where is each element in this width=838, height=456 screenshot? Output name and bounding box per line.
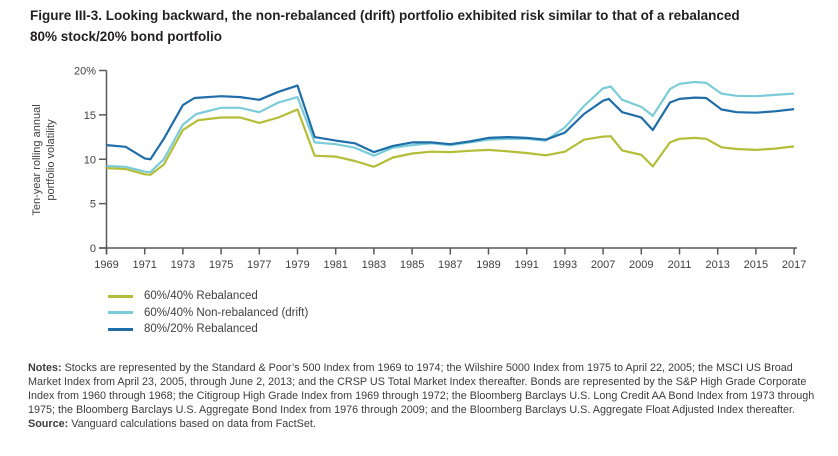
x-tick-label: 1981	[323, 259, 347, 271]
legend-row: 80%/20% Rebalanced	[108, 321, 308, 338]
legend-row: 60%/40% Non-rebalanced (drift)	[108, 305, 308, 322]
chart-legend: 60%/40% Rebalanced 60%/40% Non-rebalanced…	[108, 288, 308, 338]
legend-row: 60%/40% Rebalanced	[108, 288, 308, 305]
y-axis-label-line1: Ten-year rolling annual	[31, 104, 43, 216]
y-tick-label: 0	[90, 243, 96, 255]
x-tick-label: 2007	[591, 259, 615, 271]
figure-title: Figure III-3. Looking backward, the non-…	[30, 6, 822, 48]
notes-body: Stocks are represented by the Standard &…	[28, 361, 815, 416]
x-tick-label: 1985	[400, 259, 424, 271]
series-line-60-40-rebalanced	[106, 108, 795, 176]
x-tick-label: 2017	[782, 259, 806, 271]
legend-swatch	[108, 294, 133, 298]
source-body: Vanguard calculations based on data from…	[71, 417, 316, 430]
legend-swatch	[108, 311, 133, 315]
legend-label: 60%/40% Non-rebalanced (drift)	[144, 306, 309, 319]
x-tick-label: 1977	[247, 259, 271, 271]
x-tick-label: 2011	[668, 259, 692, 271]
x-tick-label: 2013	[705, 259, 729, 271]
y-tick-label: 15	[84, 110, 96, 122]
x-tick-label: 1969	[94, 259, 118, 271]
x-tick-label: 1975	[209, 259, 233, 271]
source-label: Source:	[28, 417, 69, 430]
x-tick-label: 1983	[362, 259, 386, 271]
x-tick-label: 1993	[553, 259, 577, 271]
x-tick-label: 2009	[629, 259, 653, 271]
source-line: Source: Vanguard calculations based on da…	[28, 417, 820, 431]
y-tick-label: 20%	[74, 66, 96, 78]
y-axis-label: Ten-year rolling annual portfolio volati…	[30, 59, 62, 261]
x-tick-label: 1991	[514, 259, 538, 271]
x-tick-label: 1987	[438, 259, 462, 271]
x-tick-label: 1979	[285, 259, 309, 271]
series-line-80-20-rebalanced	[106, 84, 795, 161]
x-tick-label: 2015	[744, 259, 768, 271]
y-tick-label: 10	[84, 154, 96, 166]
x-tick-label: 1989	[476, 259, 500, 271]
notes-paragraph: Notes: Stocks are represented by the Stan…	[28, 361, 820, 417]
legend-swatch	[108, 327, 133, 331]
legend-label: 80%/20% Rebalanced	[144, 323, 258, 336]
legend-label: 60%/40% Rebalanced	[144, 290, 258, 303]
figure-title-line1: Figure III-3. Looking backward, the non-…	[30, 8, 740, 23]
notes-label: Notes:	[28, 361, 62, 374]
series-line-60-40-non-rebalanced-drift-	[106, 80, 795, 174]
x-tick-label: 1971	[132, 259, 156, 271]
y-tick-label: 5	[90, 199, 96, 211]
y-axis-label-line2: portfolio volatility	[45, 119, 57, 201]
x-tick-label: 1973	[171, 259, 195, 271]
volatility-line-chart: 0 5 10 15 20% 1969 1971 1973 1975 1977 1979 1981 198…	[74, 66, 806, 272]
figure-title-line2: 80% stock/20% bond portfolio	[30, 28, 223, 44]
